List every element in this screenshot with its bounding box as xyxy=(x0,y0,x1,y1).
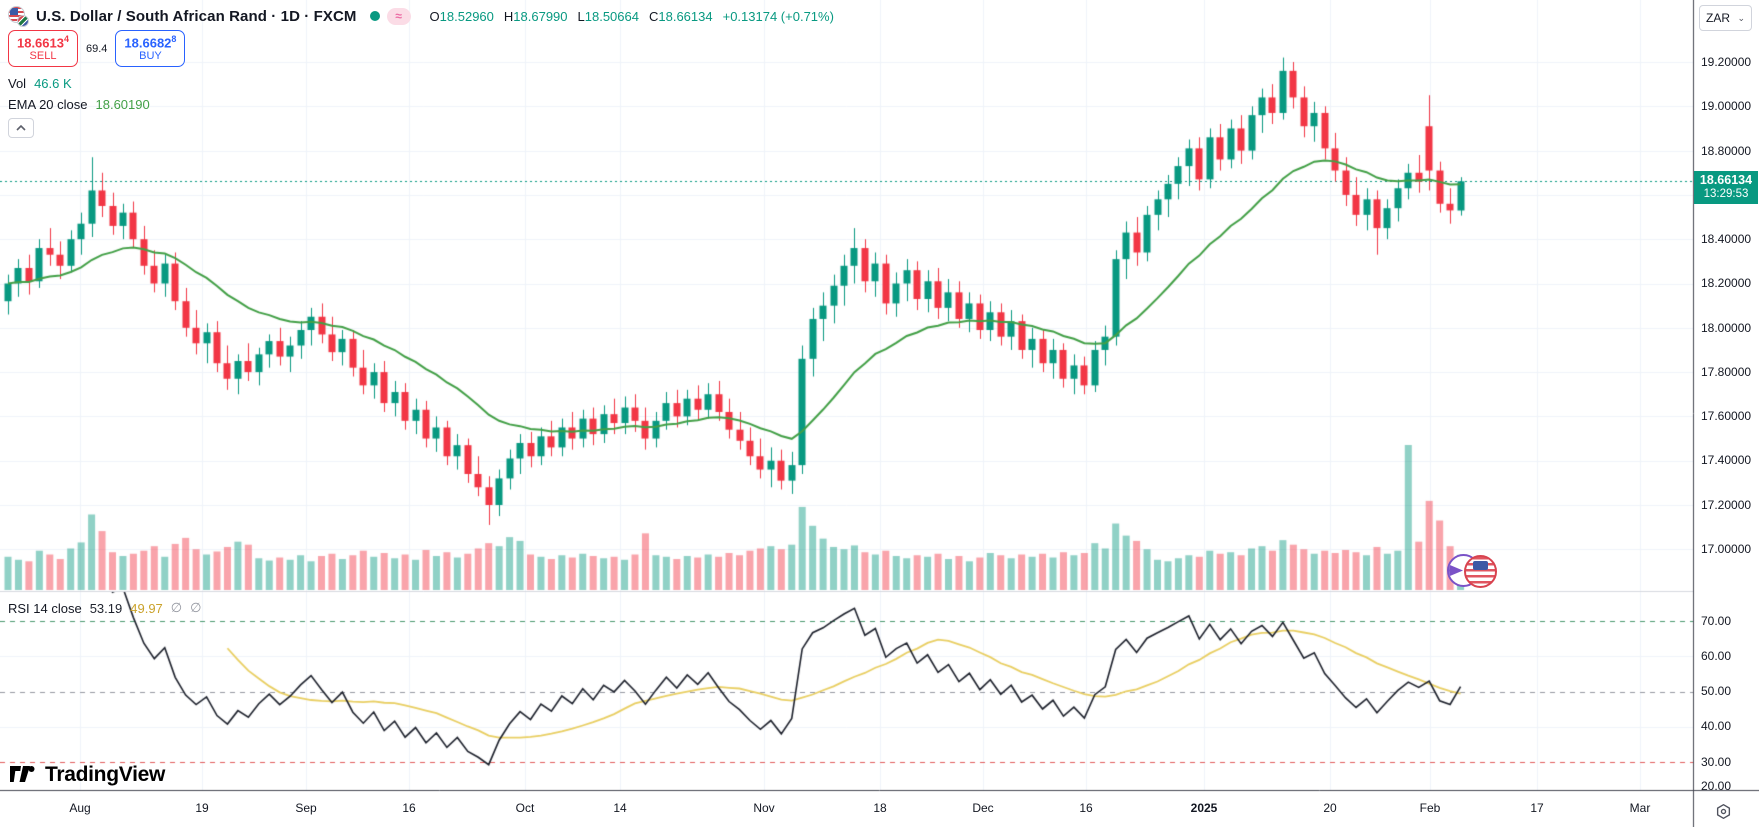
rsi-axis-label: 60.00 xyxy=(1701,649,1732,663)
price-axis-label: 17.40000 xyxy=(1701,453,1752,467)
price-axis-label: 19.20000 xyxy=(1701,55,1752,69)
buy-button[interactable]: 18.66828 BUY xyxy=(115,30,186,67)
time-axis-label: 14 xyxy=(613,801,627,815)
time-axis-label: Mar xyxy=(1629,801,1651,815)
time-axis-label: Feb xyxy=(1419,801,1441,815)
trade-panel: 18.66134 SELL 69.4 18.66828 BUY xyxy=(8,30,186,67)
tradingview-mark-icon xyxy=(10,766,35,782)
symbol-header: U.S. Dollar / South African Rand · 1D · … xyxy=(8,4,834,28)
time-axis-label: 16 xyxy=(402,801,416,815)
time-axis-label: 17 xyxy=(1530,801,1544,815)
time-axis-label: Nov xyxy=(753,801,775,815)
time-axis-label: Dec xyxy=(972,801,994,815)
rsi-axis-label: 20.00 xyxy=(1701,779,1732,793)
time-axis-label: 20 xyxy=(1323,801,1337,815)
sell-button[interactable]: 18.66134 SELL xyxy=(8,30,78,67)
chevron-up-icon xyxy=(16,125,26,131)
price-axis-label: 17.20000 xyxy=(1701,498,1752,512)
rsi-axis-label: 30.00 xyxy=(1701,755,1732,769)
price-axis-label: 17.00000 xyxy=(1701,542,1752,556)
tradingview-logo[interactable]: TradingView xyxy=(10,763,165,787)
price-axis-label: 17.60000 xyxy=(1701,409,1752,423)
time-axis-label: Aug xyxy=(69,801,91,815)
time-axis-label: Oct xyxy=(515,801,535,815)
market-status-dot-icon[interactable] xyxy=(369,11,380,21)
collapse-pane-button[interactable] xyxy=(8,118,34,138)
symbol-title[interactable]: U.S. Dollar / South African Rand · 1D · … xyxy=(36,7,357,25)
price-axis-label: 18.20000 xyxy=(1701,276,1752,290)
time-axis-label: 16 xyxy=(1079,801,1093,815)
pair-flags-icon xyxy=(8,5,29,27)
price-axis-label: 18.80000 xyxy=(1701,144,1752,158)
open-value: O18.52960 xyxy=(429,8,494,24)
price-axis-label: 19.00000 xyxy=(1701,99,1752,113)
time-axis-label: Sep xyxy=(295,801,317,815)
time-axis-label: 2025 xyxy=(1190,801,1218,815)
chevron-down-icon: ⌄ xyxy=(1737,12,1745,23)
ohlc-values: O18.52960 H18.67990 L18.50664 C18.66134 … xyxy=(430,9,834,24)
rsi-legend[interactable]: RSI 14 close 53.19 49.97 ∅ ∅ xyxy=(8,600,202,616)
data-mode-icon[interactable]: ≈ xyxy=(386,7,411,25)
currency-selector[interactable]: ZAR ⌄ xyxy=(1699,5,1752,31)
low-value: L18.50664 xyxy=(577,8,639,24)
high-value: H18.67990 xyxy=(503,8,568,24)
price-axis-label: 18.40000 xyxy=(1701,232,1752,246)
change-value: +0.13174 (+0.71%) xyxy=(722,8,834,24)
rsi-axis-label: 70.00 xyxy=(1701,614,1732,628)
close-value: C18.66134 xyxy=(648,8,713,24)
rsi-axis-label: 50.00 xyxy=(1701,684,1732,698)
spread-value: 69.4 xyxy=(86,42,108,55)
price-axis-label: 17.80000 xyxy=(1701,365,1752,379)
last-price-badge: 18.66134 13:29:53 xyxy=(1694,171,1758,204)
volume-legend[interactable]: Vol 46.6 K xyxy=(8,76,72,91)
ema-legend[interactable]: EMA 20 close 18.60190 xyxy=(8,97,150,112)
symbol-watermark-flags-icon xyxy=(1447,553,1499,589)
rsi-axis-label: 40.00 xyxy=(1701,719,1732,733)
time-axis-label: 18 xyxy=(873,801,887,815)
settings-gear-icon[interactable] xyxy=(1712,800,1734,822)
time-axis-label: 19 xyxy=(195,801,209,815)
price-axis-label: 18.00000 xyxy=(1701,321,1752,335)
bar-countdown: 13:29:53 xyxy=(1703,188,1749,201)
